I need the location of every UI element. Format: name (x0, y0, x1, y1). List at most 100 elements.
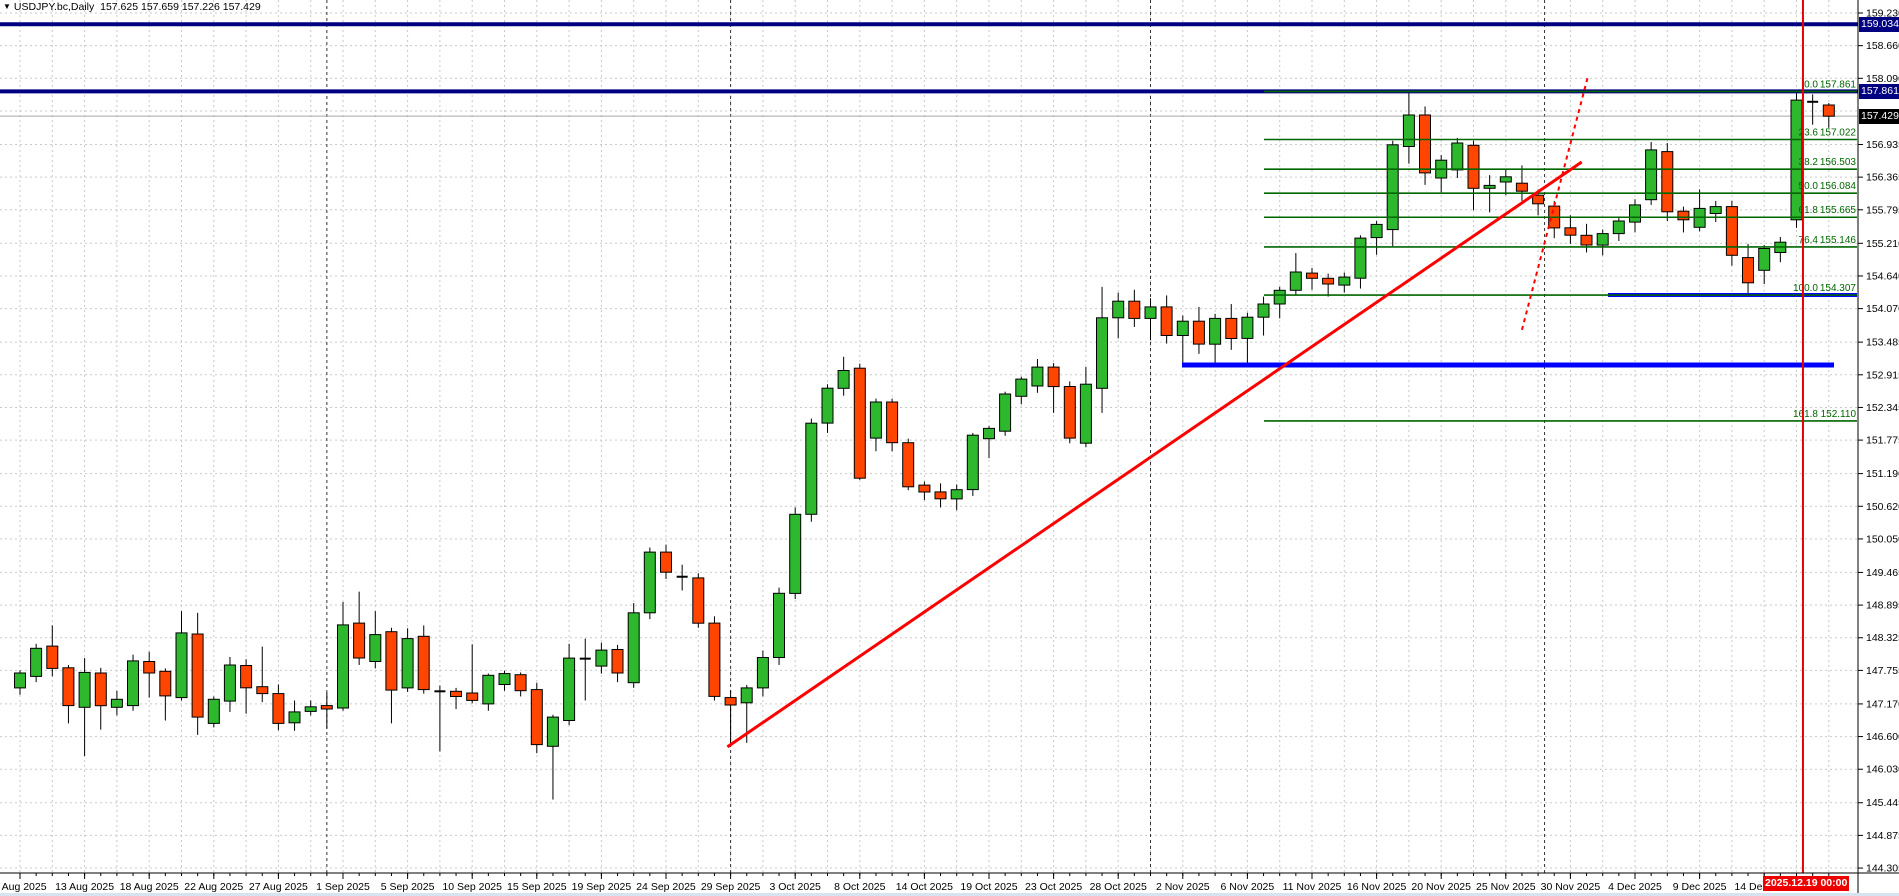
date-tick-label: 27 Aug 2025 (249, 881, 308, 893)
candle (950, 489, 963, 500)
candle (1499, 176, 1512, 183)
candle (46, 645, 59, 669)
candle (1402, 114, 1415, 147)
date-tick-label: 9 Dec 2025 (1673, 881, 1727, 893)
candle (1515, 182, 1528, 192)
date-tick-label: 28 Oct 2025 (1090, 881, 1147, 893)
candle (1144, 306, 1157, 319)
fib-retracement[interactable]: 0.0 157.861 23.6 157.022 38.2 156.503 50.0 156.… (1264, 79, 1857, 422)
date-tick-label: 4 Dec 2025 (1608, 881, 1662, 893)
price-tick-label: 150.620 (1866, 501, 1899, 513)
price-tick-label: 156.365 (1866, 172, 1899, 184)
date-tick-label: 19 Oct 2025 (960, 881, 1017, 893)
candle (530, 689, 543, 746)
date-tick-label: 8 Oct 2025 (834, 881, 886, 893)
price-tick-label: 146.030 (1866, 764, 1899, 776)
candle (1047, 366, 1060, 388)
candle (934, 491, 947, 500)
candle (78, 671, 91, 708)
candle (191, 633, 204, 718)
candle (1209, 317, 1222, 345)
candle (1225, 317, 1238, 339)
candle (288, 711, 301, 724)
candle (466, 692, 479, 701)
candle (175, 632, 188, 699)
trendline[interactable] (726, 160, 1583, 749)
date-tick-label: 2 Nov 2025 (1156, 881, 1210, 893)
candle (1257, 303, 1270, 318)
fib-level-label: 76.4 (1799, 235, 1819, 246)
date-tick-label: 16 Nov 2025 (1347, 881, 1407, 893)
current-price-badge: 157.429 (1859, 109, 1899, 124)
candle (14, 672, 26, 689)
candle (450, 690, 462, 697)
candle (1596, 233, 1609, 246)
date-tick-label: 18 Aug 2025 (120, 881, 179, 893)
date-tick-label: 11 Nov 2025 (1283, 881, 1342, 893)
candles-series (14, 91, 1835, 800)
candle (1612, 220, 1625, 235)
price-tick-label: 146.600 (1866, 731, 1899, 743)
candle (514, 674, 527, 692)
price-tick-label: 145.445 (1866, 797, 1899, 809)
date-tick-label: 14 Oct 2025 (896, 881, 953, 893)
candle (110, 698, 123, 708)
price-tick-label: 148.895 (1866, 600, 1899, 612)
price-tick-label: 147.170 (1866, 698, 1899, 710)
candle (1822, 104, 1835, 117)
candle (159, 670, 172, 697)
price-tick-label: 151.190 (1866, 468, 1899, 480)
candle (1015, 378, 1028, 397)
candle (643, 551, 656, 614)
candle (1112, 300, 1125, 319)
trendline-dashed[interactable] (1520, 75, 1590, 331)
date-tick-label: 29 Sep 2025 (701, 881, 761, 893)
candle (223, 664, 236, 702)
candle (1580, 234, 1593, 246)
candle (1128, 300, 1141, 319)
candle (627, 612, 640, 684)
cursor-date-badge: 2025.12.19 00:00 (1763, 876, 1850, 891)
candle (320, 705, 333, 710)
candle (1758, 248, 1771, 271)
candle (1096, 317, 1108, 389)
candle (1677, 210, 1690, 221)
price-tick-label: 155.210 (1866, 238, 1899, 250)
candle (853, 367, 866, 479)
candle (708, 622, 721, 697)
price-tick-label: 155.795 (1866, 204, 1899, 216)
fib-level-label: 161.8 (1793, 409, 1818, 420)
candle (1338, 276, 1351, 286)
price-axis[interactable]: 159.230 158.660 158.090 156.935 156.365 155.7… (1858, 8, 1899, 875)
candle (127, 660, 139, 707)
candle (30, 647, 43, 677)
candle (1419, 114, 1431, 174)
fib-price-label: 154.307 (1820, 283, 1857, 294)
date-tick-label: 19 Sep 2025 (572, 881, 632, 893)
candle (94, 672, 107, 707)
candle (1289, 271, 1302, 291)
candle (886, 401, 899, 444)
candle (1629, 204, 1641, 223)
candle (805, 422, 818, 515)
price-tick-label: 156.935 (1866, 139, 1899, 151)
candle (724, 697, 737, 706)
candle (369, 634, 382, 662)
candle (1370, 223, 1383, 239)
fib-price-label: 156.084 (1820, 181, 1857, 192)
time-axis[interactable]: 8 Aug 2025 13 Aug 2025 18 Aug 2025 22 Aug 2… (0, 873, 1830, 893)
candle (660, 551, 672, 573)
candle (1564, 227, 1577, 236)
candle (353, 622, 366, 659)
fib-price-label: 155.146 (1820, 235, 1857, 246)
candle (1063, 386, 1076, 439)
date-tick-label: 8 Aug 2025 (0, 881, 47, 893)
date-tick-label: 25 Nov 2025 (1476, 881, 1536, 893)
candle (272, 693, 285, 724)
fib-price-label: 152.110 (1821, 409, 1857, 420)
month-separators (326, 0, 1546, 873)
candle (756, 657, 769, 689)
candle (498, 673, 511, 685)
